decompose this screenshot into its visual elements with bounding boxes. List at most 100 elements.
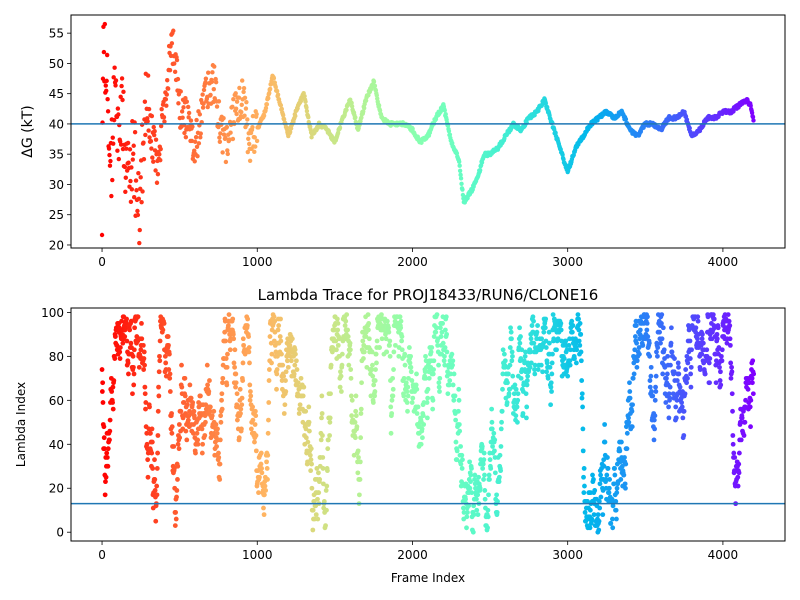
lambda-point: [194, 430, 200, 436]
lambda-point: [614, 485, 620, 491]
lambda-point: [646, 340, 652, 346]
delta-g-point: [273, 84, 278, 90]
lambda-point: [398, 325, 404, 331]
lambda-point: [738, 437, 744, 443]
lambda-point: [141, 356, 147, 361]
lambda-point: [112, 356, 118, 361]
lambda-point: [120, 340, 126, 346]
lambda-point: [574, 347, 580, 353]
lambda-point: [214, 444, 219, 449]
lambda-point: [321, 499, 327, 504]
lambda-point: [569, 318, 575, 324]
delta-g-point: [218, 131, 223, 136]
lambda-point: [660, 371, 666, 377]
lambda-point: [546, 329, 552, 335]
lambda-trace-title: Lambda Trace for PROJ18433/RUN6/CLONE16: [258, 286, 599, 304]
delta-g-point: [131, 143, 136, 148]
lambda-point: [572, 356, 577, 361]
delta-g-point: [231, 96, 236, 102]
lambda-point: [154, 492, 160, 498]
delta-g-point: [121, 89, 126, 95]
lambda-point: [597, 481, 603, 487]
lambda-point: [339, 351, 345, 357]
delta-g-point: [123, 175, 128, 180]
lambda-point: [421, 422, 427, 427]
lambda-point: [379, 336, 385, 342]
delta-g-point: [146, 106, 152, 112]
lambda-point: [371, 382, 377, 388]
delta-g-point: [190, 124, 195, 129]
lambda-point: [283, 369, 289, 375]
lambda-point: [636, 345, 642, 350]
delta-g-point: [477, 167, 483, 173]
lambda-point: [578, 358, 584, 364]
lambda-point: [262, 492, 267, 498]
lambda-point: [741, 433, 747, 438]
lambda-point: [338, 389, 344, 394]
lambda-point: [324, 507, 329, 513]
delta-g-point: [274, 88, 280, 94]
lambda-point: [491, 430, 497, 436]
lambda-point: [347, 340, 353, 346]
lambda-point: [205, 382, 210, 388]
delta-g-point: [154, 180, 160, 185]
lambda-point: [365, 327, 371, 333]
delta-g-point: [749, 110, 755, 115]
lambda-point: [266, 378, 272, 383]
lambda-point: [596, 527, 602, 533]
delta-g-point: [125, 140, 131, 146]
lambda-point: [667, 384, 673, 390]
lambda-point: [142, 362, 147, 368]
lambda-point: [408, 364, 414, 370]
lambda-point: [390, 375, 396, 381]
lambda-point: [239, 402, 245, 408]
delta-g-point: [278, 103, 284, 108]
lambda-point: [346, 362, 352, 368]
y-tick-label: 50: [49, 57, 64, 71]
delta-g-point: [182, 130, 187, 136]
lambda-point: [372, 389, 378, 394]
delta-g-point: [192, 148, 197, 153]
lambda-point: [306, 419, 312, 425]
lambda-point: [414, 411, 420, 416]
lambda-point: [110, 406, 116, 412]
lambda-point: [541, 329, 547, 335]
delta-g-point: [243, 106, 249, 111]
lambda-point: [509, 358, 515, 364]
lambda-point: [384, 318, 390, 324]
delta-g-point: [110, 177, 115, 183]
lambda-point: [481, 450, 487, 456]
delta-g-point: [198, 131, 203, 136]
delta-g-point: [443, 111, 448, 117]
lambda-point: [248, 389, 253, 394]
lambda-point: [224, 364, 230, 370]
delta-g-point: [149, 113, 155, 119]
delta-g-point: [459, 181, 464, 186]
delta-g-point: [241, 86, 247, 91]
lambda-point: [232, 364, 237, 370]
lambda-point: [177, 435, 183, 441]
lambda-point: [443, 314, 449, 320]
lambda-point: [325, 437, 331, 443]
lambda-point: [430, 406, 436, 412]
lambda-point: [258, 461, 264, 467]
lambda-point: [207, 408, 213, 414]
delta-g-point: [271, 76, 277, 81]
lambda-point: [309, 485, 315, 491]
delta-g-point: [186, 115, 191, 120]
lambda-point: [320, 455, 326, 460]
lambda-point: [729, 369, 735, 375]
lambda-point: [497, 474, 502, 480]
lambda-point: [101, 435, 107, 441]
lambda-point: [406, 345, 412, 350]
delta-g-point: [128, 178, 133, 184]
lambda-point: [434, 325, 440, 331]
lambda-point: [506, 371, 511, 377]
lambda-point: [485, 507, 491, 513]
lambda-point: [622, 481, 628, 487]
lambda-point: [167, 389, 173, 394]
lambda-point: [401, 393, 407, 399]
lambda-point: [460, 505, 466, 511]
lambda-point: [239, 426, 244, 432]
lambda-point: [363, 334, 369, 339]
